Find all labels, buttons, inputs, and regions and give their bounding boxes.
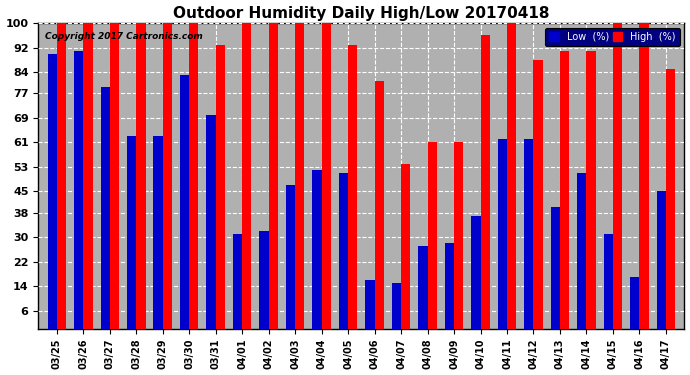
Bar [551,207,560,329]
Bar [180,75,189,329]
Bar [189,23,199,329]
Bar [445,243,454,329]
Bar [401,164,411,329]
Bar [560,51,569,329]
Bar [127,136,136,329]
Bar [286,185,295,329]
Bar [418,246,428,329]
Bar [497,140,507,329]
Bar [428,142,437,329]
Bar [136,23,146,329]
Title: Outdoor Humidity Daily High/Low 20170418: Outdoor Humidity Daily High/Low 20170418 [173,6,550,21]
Bar [48,54,57,329]
Bar [630,277,640,329]
Bar [375,81,384,329]
Bar [586,51,595,329]
Bar [604,234,613,329]
Bar [471,216,480,329]
Bar [101,87,110,329]
Bar [657,191,666,329]
Bar [206,115,216,329]
Bar [507,23,516,329]
Bar [74,51,83,329]
Bar [268,23,278,329]
Bar [83,23,92,329]
Text: Copyright 2017 Cartronics.com: Copyright 2017 Cartronics.com [45,32,202,41]
Bar [666,69,676,329]
Bar [578,173,586,329]
Bar [153,136,163,329]
Bar [216,45,225,329]
Bar [163,23,172,329]
Bar [524,140,533,329]
Bar [313,170,322,329]
Bar [339,173,348,329]
Legend: Low  (%), High  (%): Low (%), High (%) [545,28,680,46]
Bar [348,45,357,329]
Bar [110,23,119,329]
Bar [640,23,649,329]
Bar [613,23,622,329]
Bar [480,35,490,329]
Bar [365,280,375,329]
Bar [533,60,543,329]
Bar [295,23,304,329]
Bar [454,142,463,329]
Bar [322,23,331,329]
Bar [233,234,242,329]
Bar [392,283,401,329]
Bar [242,23,251,329]
Bar [57,23,66,329]
Bar [259,231,268,329]
